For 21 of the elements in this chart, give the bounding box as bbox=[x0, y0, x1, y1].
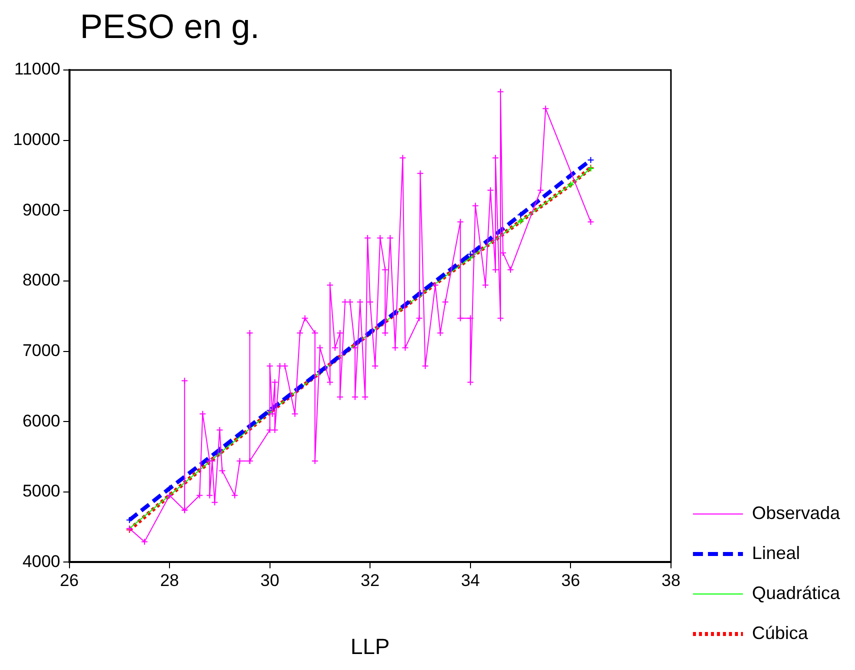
y-tick-label: 9000 bbox=[22, 200, 60, 220]
y-tick-label: 6000 bbox=[22, 411, 60, 430]
y-tick-label: 11000 bbox=[14, 60, 60, 79]
legend-label: Cúbica bbox=[752, 622, 809, 643]
x-axis-title: LLP bbox=[350, 634, 390, 659]
y-tick-label: 5000 bbox=[22, 482, 60, 501]
x-tick-label: 28 bbox=[160, 571, 180, 590]
legend-label: Lineal bbox=[752, 542, 800, 563]
y-tick-label: 10000 bbox=[12, 130, 60, 149]
x-tick-label: 38 bbox=[661, 571, 680, 590]
x-tick-label: 26 bbox=[60, 571, 79, 590]
legend-label: Observada bbox=[752, 502, 841, 523]
x-tick-label: 34 bbox=[460, 571, 480, 590]
y-tick-label: 8000 bbox=[22, 270, 60, 290]
x-tick-label: 36 bbox=[561, 571, 580, 590]
y-tick-label: 7000 bbox=[22, 340, 60, 360]
x-tick-label: 32 bbox=[360, 571, 380, 590]
chart-title: PESO en g. bbox=[80, 8, 260, 47]
x-tick-label: 30 bbox=[260, 571, 280, 590]
y-tick-label: 4000 bbox=[22, 552, 60, 571]
legend-label: Quadrática bbox=[752, 582, 841, 603]
